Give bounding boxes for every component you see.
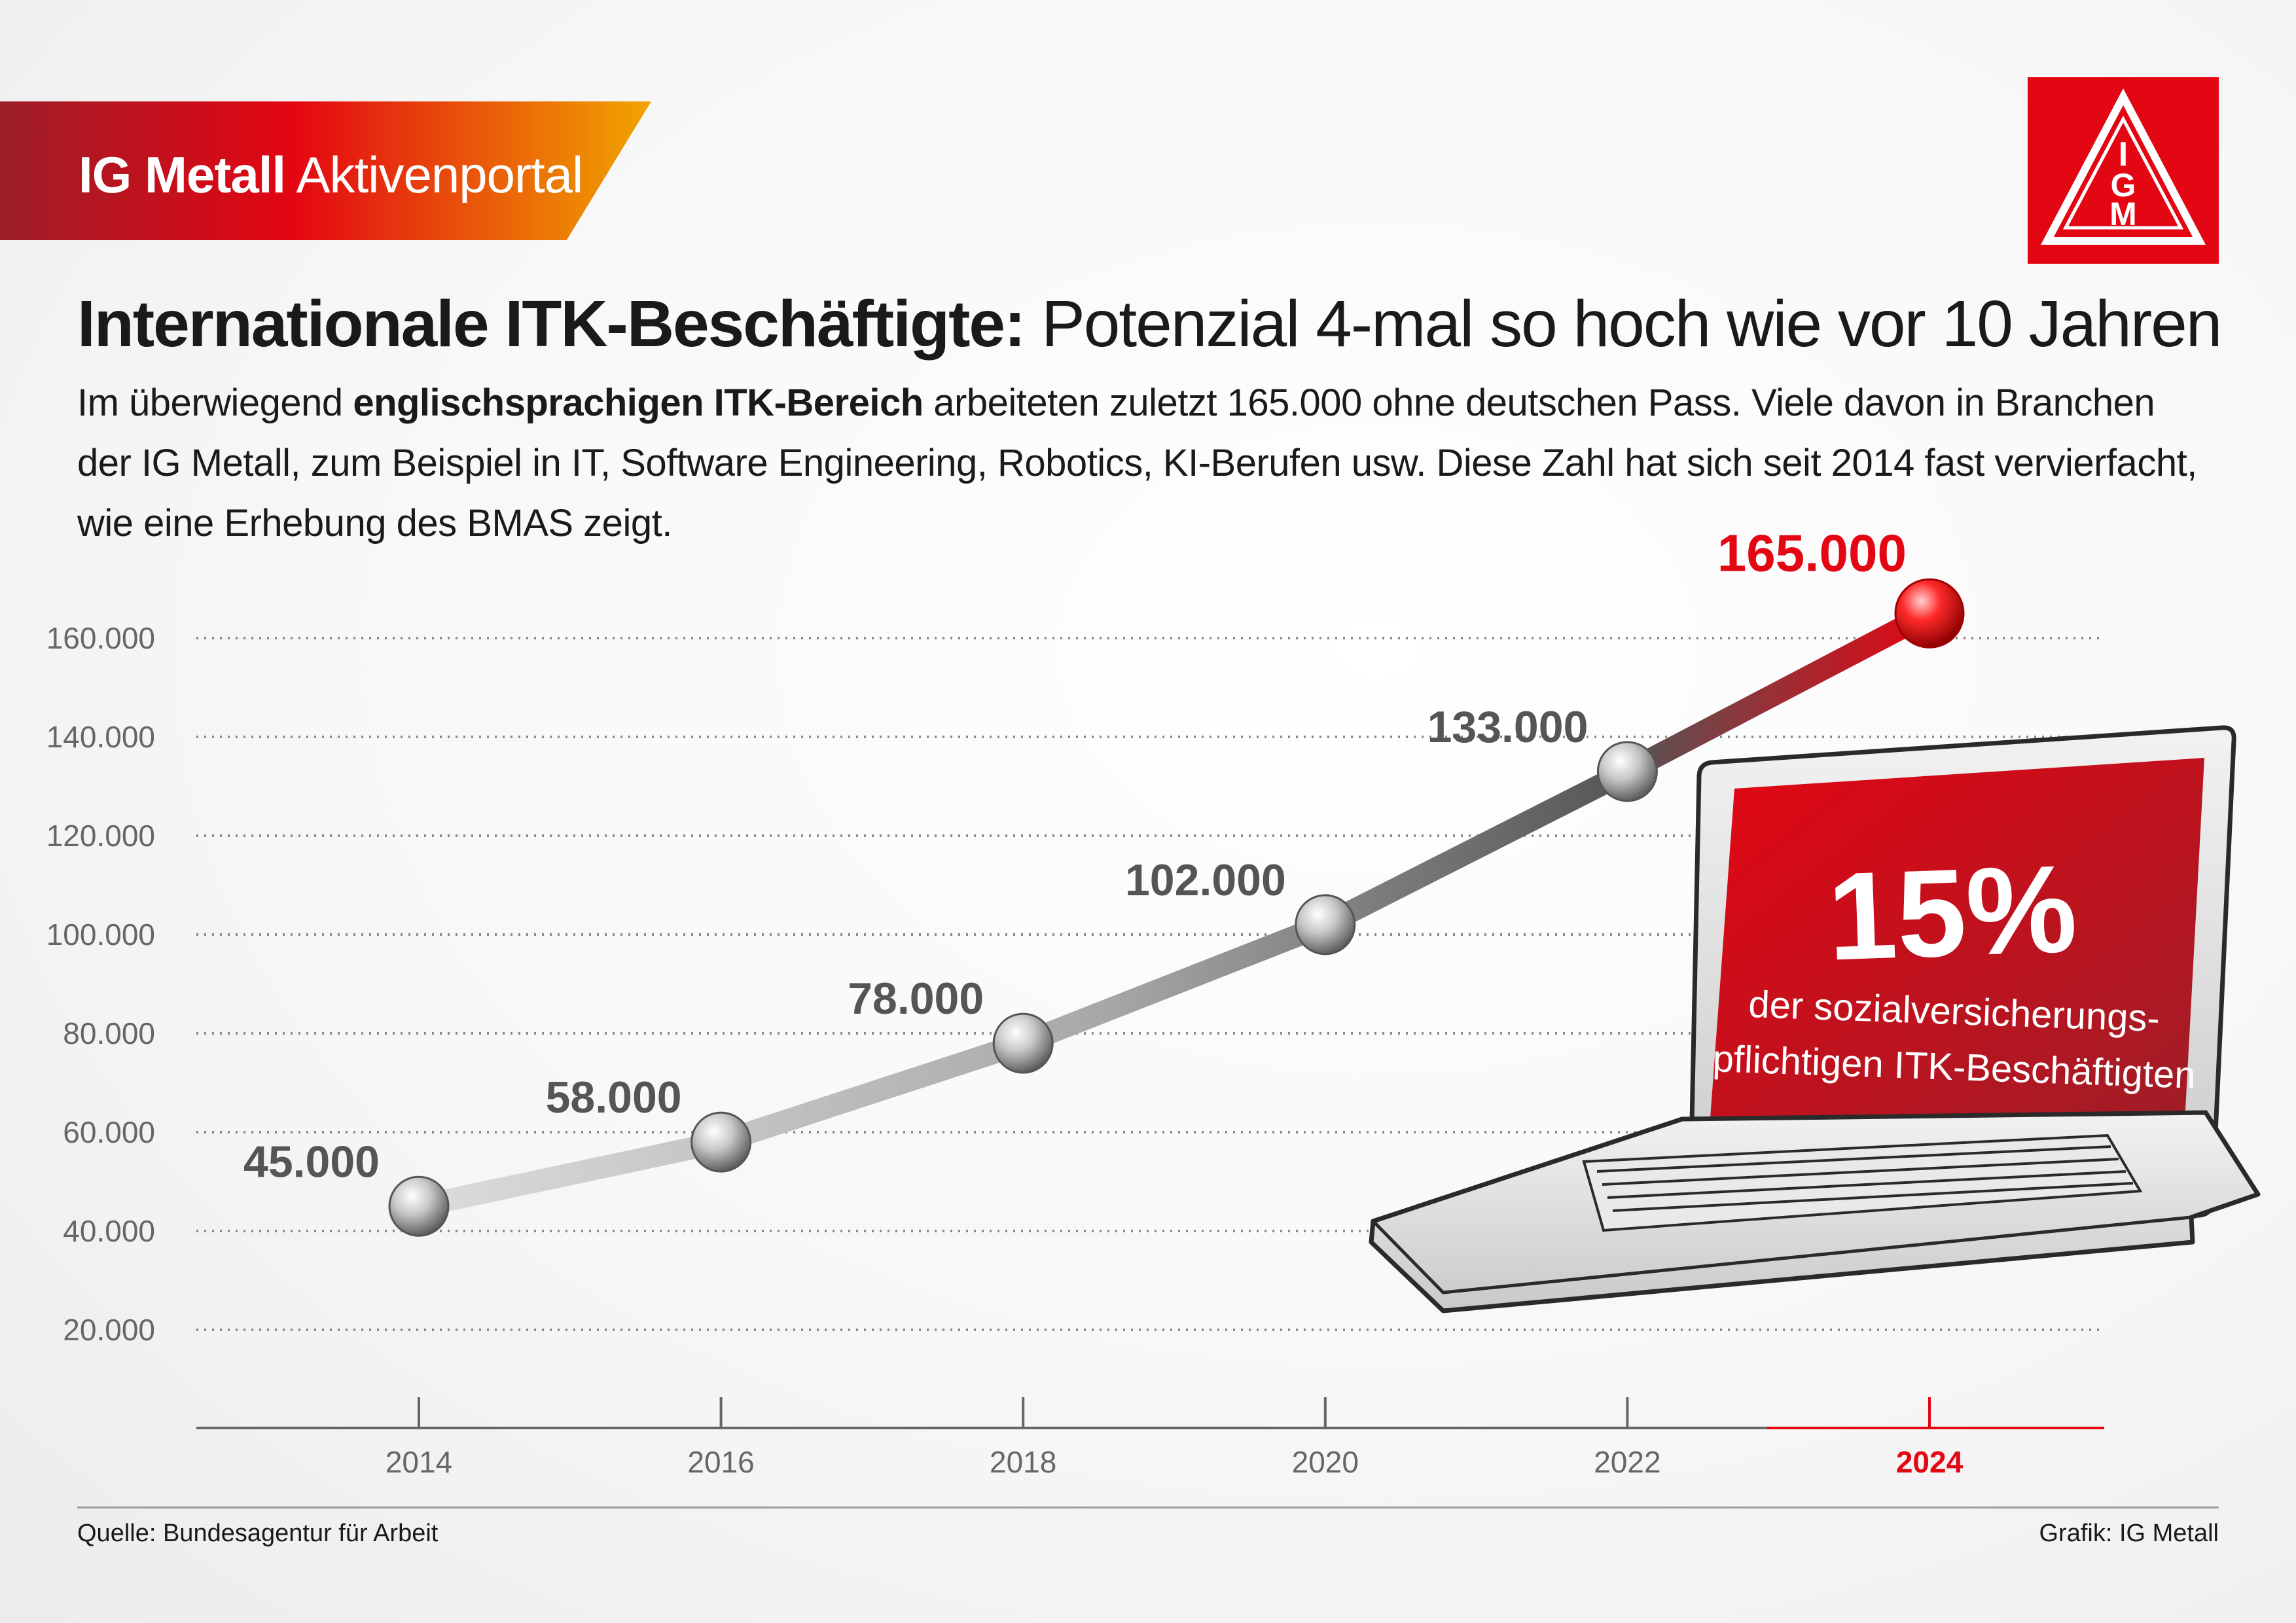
data-label: 58.000 (546, 1073, 682, 1122)
title-bold: Internationale ITK-Beschäftigte: (77, 287, 1026, 361)
data-label: 133.000 (1427, 702, 1588, 752)
data-label: 165.000 (1717, 524, 1907, 582)
svg-text:G: G (2111, 167, 2136, 204)
y-tick-label: 40.000 (63, 1214, 155, 1248)
source-note: Quelle: Bundesagentur für Arbeit (77, 1520, 439, 1547)
y-tick-label: 20.000 (63, 1313, 155, 1347)
credit-note: Grafik: IG Metall (2039, 1520, 2219, 1547)
y-tick-label: 140.000 (46, 720, 155, 754)
series-line (408, 602, 1941, 1218)
title-normal: Potenzial 4-mal so hoch wie vor 10 Jahre… (1041, 287, 2222, 361)
subtitle-line-1-bold: englischsprachigen ITK-Bereich (353, 382, 924, 424)
data-label: 45.000 (243, 1137, 380, 1186)
portal-name: Aktivenportal (296, 146, 583, 204)
data-label: 78.000 (848, 974, 984, 1024)
data-label: 102.000 (1125, 855, 1286, 905)
x-axis-ticks: 2014 2016 2018 2020 2022 2024 (386, 1397, 1964, 1479)
x-tick-label: 2016 (687, 1445, 754, 1479)
callout-percent: 15% (1825, 839, 2079, 986)
page-title: Internationale ITK-Beschäftigte: Potenzi… (77, 281, 2237, 366)
laptop-screen (1708, 758, 2204, 1145)
laptop-illustration: 15% der sozialversicherungs- pflichtigen… (1369, 725, 2261, 1313)
data-points (388, 578, 1965, 1237)
y-tick-label: 60.000 (63, 1115, 155, 1149)
svg-text:I: I (2119, 135, 2128, 173)
header-title: IG Metall Aktivenportal (79, 145, 583, 204)
x-tick-label: 2018 (990, 1445, 1056, 1479)
subtitle-line-1-post: arbeiteten zuletzt 165.000 ohne deutsche… (923, 382, 2155, 424)
data-point (388, 1175, 450, 1237)
data-point (1596, 741, 1658, 802)
brand-name: IG Metall (79, 146, 286, 204)
x-tick-label: 2024 (1896, 1445, 1964, 1479)
subtitle: Im überwiegend englischsprachigen ITK-Be… (77, 373, 2237, 554)
subtitle-line-2: der IG Metall, zum Beispiel in IT, Softw… (77, 442, 2197, 484)
svg-text:M: M (2109, 196, 2137, 232)
data-point (1295, 894, 1356, 955)
x-tick-label: 2014 (386, 1445, 452, 1479)
y-tick-label: 160.000 (46, 621, 155, 655)
header-banner (0, 101, 651, 240)
y-tick-label: 120.000 (46, 819, 155, 853)
laptop-base-front (1372, 1215, 2192, 1294)
x-tick-label: 2022 (1594, 1445, 1660, 1479)
y-tick-label: 80.000 (63, 1016, 155, 1050)
y-tick-label: 100.000 (46, 918, 155, 952)
data-point (691, 1111, 752, 1173)
subtitle-line-1-pre: Im überwiegend (77, 382, 353, 424)
subtitle-line-1: Im überwiegend englischsprachigen ITK-Be… (77, 373, 2237, 433)
y-axis-ticks: 20.000 40.000 60.000 80.000 100.000 120.000 14… (46, 621, 155, 1347)
data-labels: 45.000 58.000 78.000 102.000 133.000 165.000 (243, 524, 1907, 1186)
ig-metall-logo-icon: I G M (2028, 77, 2219, 264)
data-point (992, 1012, 1054, 1074)
footer-divider (77, 1507, 2219, 1508)
subtitle-line-3: wie eine Erhebung des BMAS zeigt. (77, 502, 672, 544)
x-tick-label: 2020 (1292, 1445, 1359, 1479)
laptop-keyboard-area (1582, 1133, 2143, 1232)
data-point (1894, 578, 1965, 649)
